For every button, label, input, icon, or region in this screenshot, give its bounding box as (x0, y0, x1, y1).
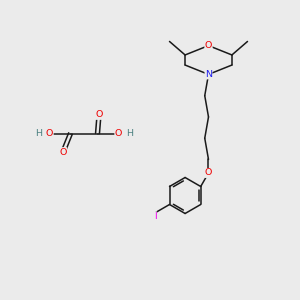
Text: H: H (35, 129, 42, 138)
Text: I: I (154, 212, 157, 221)
Text: N: N (205, 70, 212, 79)
Text: O: O (46, 129, 53, 138)
Text: O: O (115, 129, 122, 138)
Text: O: O (205, 169, 212, 178)
Text: O: O (59, 148, 67, 157)
Text: O: O (95, 110, 103, 119)
Text: O: O (205, 41, 212, 50)
Text: H: H (126, 129, 133, 138)
